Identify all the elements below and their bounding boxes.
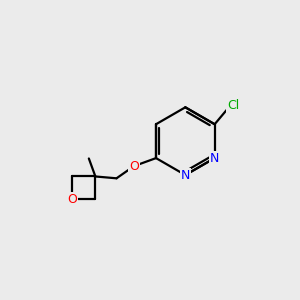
Text: N: N	[181, 169, 190, 182]
Text: N: N	[210, 152, 219, 165]
Text: O: O	[68, 193, 77, 206]
Text: Cl: Cl	[227, 99, 239, 112]
Text: O: O	[129, 160, 139, 173]
